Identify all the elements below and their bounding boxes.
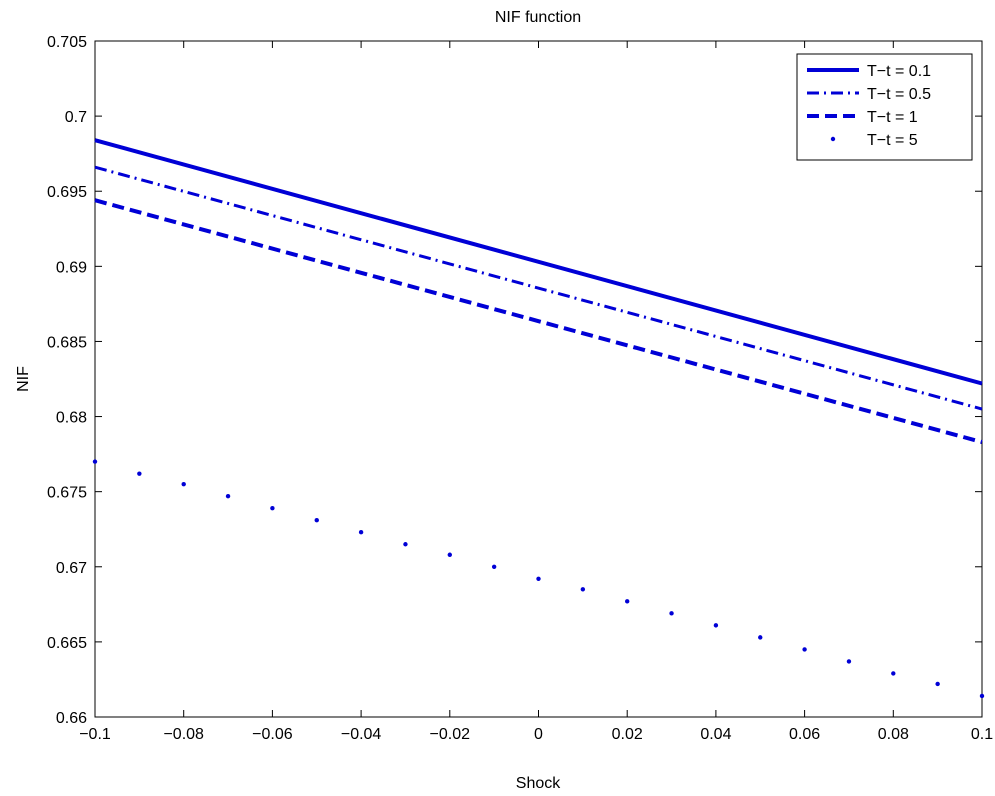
x-tick-label: −0.06 (252, 726, 293, 743)
x-tick-label: 0 (534, 726, 543, 743)
series-line-0 (94, 138, 983, 386)
legend-label: T−t = 0.5 (867, 86, 931, 103)
axis-ticks: −0.1 −0.08 −0.06 −0.04 −0.02 0 0.02 0.04 0.06 0.0… (47, 34, 993, 743)
x-tick-label: 0.08 (878, 726, 909, 743)
series-point (92, 459, 98, 464)
x-tick-label: −0.08 (163, 726, 204, 743)
x-tick-label: 0.06 (789, 726, 820, 743)
series-point (935, 681, 940, 687)
series-point (669, 611, 674, 616)
y-tick-label: 0.66 (56, 710, 87, 727)
series-point (447, 552, 452, 557)
series-point (491, 564, 497, 569)
series-point (758, 635, 763, 640)
series-point (225, 493, 231, 499)
y-tick-label: 0.7 (65, 109, 87, 126)
legend-marker (830, 136, 836, 142)
series-point (270, 505, 275, 511)
series-line-2 (94, 198, 983, 445)
legend: T−t = 0.1 T−t = 0.5 T−t = 1 T−t = 5 (796, 53, 973, 161)
series-point (358, 530, 364, 535)
series-point (403, 542, 408, 547)
series-point (580, 587, 586, 592)
series-point (891, 671, 896, 676)
series-line-1 (94, 165, 983, 411)
series-point (846, 659, 852, 664)
y-tick-label: 0.665 (47, 635, 87, 652)
y-tick-label: 0.695 (47, 184, 87, 201)
legend-label: T−t = 0.1 (867, 63, 931, 80)
series-point (802, 647, 807, 652)
x-tick-label: −0.02 (430, 726, 471, 743)
legend-label: T−t = 1 (867, 109, 918, 126)
series-point (979, 693, 985, 699)
y-tick-label: 0.68 (56, 410, 87, 427)
series-point (137, 471, 142, 476)
x-tick-label: 0.02 (612, 726, 643, 743)
series-point (713, 623, 719, 628)
series-point (314, 518, 319, 523)
y-tick-label: 0.675 (47, 485, 87, 502)
series-layer (92, 138, 985, 699)
y-tick-label: 0.67 (56, 560, 87, 577)
x-tick-label: −0.04 (341, 726, 382, 743)
series-point (536, 576, 541, 581)
y-tick-label: 0.69 (56, 259, 87, 276)
y-tick-label: 0.685 (47, 334, 87, 351)
y-axis-label: NIF (15, 366, 32, 392)
chart-title: NIF function (495, 9, 581, 26)
x-tick-label: 0.04 (700, 726, 731, 743)
x-axis-label: Shock (516, 775, 561, 792)
legend-label: T−t = 5 (867, 132, 918, 149)
y-tick-label: 0.705 (47, 34, 87, 51)
series-point (181, 481, 186, 487)
x-tick-label: −0.1 (79, 726, 111, 743)
x-tick-label: 0.1 (971, 726, 993, 743)
series-point (625, 599, 630, 604)
